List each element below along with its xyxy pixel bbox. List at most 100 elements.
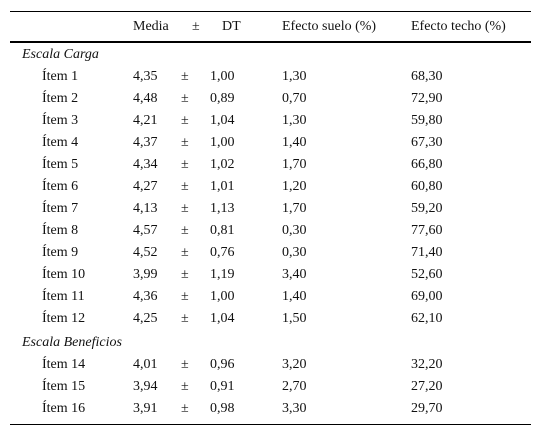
item-label: Ítem 12 (42, 311, 86, 326)
floor-effect: 1,70 (282, 201, 307, 216)
section-title: Escala Carga (22, 47, 99, 62)
item-label: Ítem 5 (42, 157, 79, 172)
ceiling-effect: 71,40 (411, 245, 443, 260)
header-rule (10, 41, 531, 43)
sd: 0,81 (210, 223, 235, 238)
plus-minus: ± (181, 135, 189, 150)
sd: 1,04 (210, 311, 235, 326)
ceiling-effect: 60,80 (411, 179, 443, 194)
item-label: Ítem 8 (42, 223, 79, 238)
plus-minus: ± (181, 69, 189, 84)
item-label: Ítem 3 (42, 113, 79, 128)
mean: 4,21 (133, 113, 158, 128)
sd: 1,02 (210, 157, 235, 172)
ceiling-effect: 69,00 (411, 289, 443, 304)
floor-effect: 2,70 (282, 379, 307, 394)
floor-effect: 3,40 (282, 267, 307, 282)
plus-minus: ± (181, 379, 189, 394)
item-label: Ítem 1 (42, 69, 79, 84)
sd: 1,04 (210, 113, 235, 128)
floor-effect: 1,20 (282, 179, 307, 194)
plus-minus: ± (181, 157, 189, 172)
floor-effect: 1,50 (282, 311, 307, 326)
item-label: Ítem 11 (42, 289, 85, 304)
mean: 4,25 (133, 311, 158, 326)
floor-effect: 0,70 (282, 91, 307, 106)
plus-minus: ± (181, 113, 189, 128)
item-label: Ítem 6 (42, 179, 79, 194)
ceiling-effect: 66,80 (411, 157, 443, 172)
sd: 0,91 (210, 379, 235, 394)
floor-effect: 0,30 (282, 245, 307, 260)
floor-effect: 1,40 (282, 135, 307, 150)
ceiling-effect: 32,20 (411, 357, 443, 372)
floor-effect: 1,40 (282, 289, 307, 304)
header-cell: DT (222, 19, 241, 34)
sd: 1,13 (210, 201, 235, 216)
mean: 4,52 (133, 245, 158, 260)
item-label: Ítem 7 (42, 201, 79, 216)
item-label: Ítem 4 (42, 135, 79, 150)
plus-minus: ± (181, 401, 189, 416)
section-title: Escala Beneficios (22, 335, 122, 350)
plus-minus: ± (181, 245, 189, 260)
ceiling-effect: 77,60 (411, 223, 443, 238)
sd: 0,98 (210, 401, 235, 416)
mean: 4,35 (133, 69, 158, 84)
mean: 3,91 (133, 401, 158, 416)
top-rule (10, 11, 531, 12)
mean: 4,13 (133, 201, 158, 216)
sd: 0,76 (210, 245, 235, 260)
plus-minus: ± (181, 311, 189, 326)
sd: 1,00 (210, 69, 235, 84)
header-cell: Efecto techo (%) (411, 19, 506, 34)
item-label: Ítem 9 (42, 245, 79, 260)
plus-minus: ± (181, 267, 189, 282)
plus-minus: ± (181, 357, 189, 372)
header-cell: Media (133, 19, 169, 34)
ceiling-effect: 59,20 (411, 201, 443, 216)
mean: 4,01 (133, 357, 158, 372)
mean: 3,99 (133, 267, 158, 282)
ceiling-effect: 68,30 (411, 69, 443, 84)
mean: 3,94 (133, 379, 158, 394)
floor-effect: 3,30 (282, 401, 307, 416)
ceiling-effect: 67,30 (411, 135, 443, 150)
header-cell: Efecto suelo (%) (282, 19, 377, 34)
mean: 4,57 (133, 223, 158, 238)
ceiling-effect: 59,80 (411, 113, 443, 128)
floor-effect: 3,20 (282, 357, 307, 372)
item-label: Ítem 2 (42, 91, 79, 106)
floor-effect: 1,30 (282, 69, 307, 84)
ceiling-effect: 27,20 (411, 379, 443, 394)
ceiling-effect: 52,60 (411, 267, 443, 282)
plus-minus: ± (181, 289, 189, 304)
floor-effect: 1,30 (282, 113, 307, 128)
item-label: Ítem 16 (42, 401, 86, 416)
item-label: Ítem 10 (42, 267, 86, 282)
plus-minus: ± (181, 91, 189, 106)
mean: 4,27 (133, 179, 158, 194)
floor-effect: 0,30 (282, 223, 307, 238)
mean: 4,34 (133, 157, 158, 172)
mean: 4,36 (133, 289, 158, 304)
item-label: Ítem 14 (42, 357, 86, 372)
ceiling-effect: 62,10 (411, 311, 443, 326)
mean: 4,48 (133, 91, 158, 106)
sd: 1,19 (210, 267, 235, 282)
bottom-rule (10, 424, 531, 425)
mean: 4,37 (133, 135, 158, 150)
sd: 0,89 (210, 91, 235, 106)
plus-minus: ± (181, 201, 189, 216)
ceiling-effect: 29,70 (411, 401, 443, 416)
sd: 1,00 (210, 289, 235, 304)
sd: 1,01 (210, 179, 235, 194)
plus-minus: ± (181, 179, 189, 194)
item-label: Ítem 15 (42, 379, 86, 394)
floor-effect: 1,70 (282, 157, 307, 172)
sd: 0,96 (210, 357, 235, 372)
sd: 1,00 (210, 135, 235, 150)
ceiling-effect: 72,90 (411, 91, 443, 106)
plus-minus: ± (181, 223, 189, 238)
